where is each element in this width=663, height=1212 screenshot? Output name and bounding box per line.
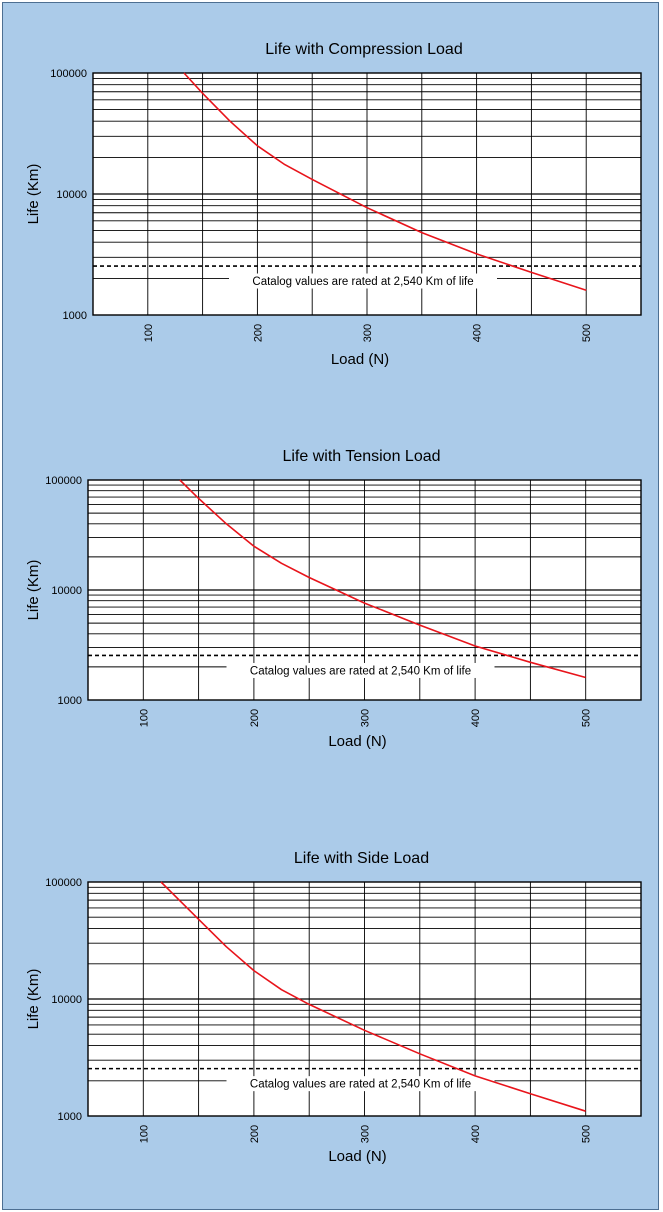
chart-1: Catalog values are rated at 2,540 Km of … <box>25 41 642 368</box>
annotation-background <box>226 662 495 678</box>
x-axis-title: Load (N) <box>331 351 389 368</box>
x-tick-label: 200 <box>252 324 264 342</box>
series-line-1 <box>160 881 586 1112</box>
annotation-background <box>229 273 497 289</box>
y-tick-label: 100000 <box>45 475 82 487</box>
y-tick-label: 100000 <box>50 68 87 80</box>
plot-frame <box>87 479 642 701</box>
y-tick-label: 1000 <box>58 1111 82 1123</box>
y-tick-label: 1000 <box>58 695 82 707</box>
plot-frame <box>87 881 642 1117</box>
chart-title: Life with Tension Load <box>282 448 440 465</box>
y-tick-label: 10000 <box>56 189 87 201</box>
series-line-1 <box>179 479 586 679</box>
x-tick-label: 500 <box>581 324 593 342</box>
x-tick-label: 200 <box>249 709 261 727</box>
series-line-1 <box>183 72 587 292</box>
x-tick-label: 500 <box>581 1125 593 1143</box>
chart-2: Catalog values are rated at 2,540 Km of … <box>25 448 642 750</box>
x-tick-label: 300 <box>362 324 374 342</box>
x-axis-title: Load (N) <box>328 733 386 750</box>
y-axis-title: Life (Km) <box>25 969 42 1030</box>
annotation-text: Catalog values are rated at 2,540 Km of … <box>252 276 473 288</box>
annotation-background <box>226 1076 495 1092</box>
chart-title: Life with Side Load <box>294 850 429 867</box>
x-tick-label: 400 <box>470 709 482 727</box>
y-axis-title: Life (Km) <box>25 164 42 225</box>
y-tick-label: 10000 <box>51 585 82 597</box>
y-tick-label: 1000 <box>63 310 87 322</box>
x-tick-label: 400 <box>470 1125 482 1143</box>
x-tick-label: 200 <box>249 1125 261 1143</box>
annotation-text: Catalog values are rated at 2,540 Km of … <box>250 665 471 677</box>
chart-title: Life with Compression Load <box>265 41 462 58</box>
y-tick-label: 10000 <box>51 994 82 1006</box>
chart-3: Catalog values are rated at 2,540 Km of … <box>25 850 642 1165</box>
x-tick-label: 400 <box>472 324 484 342</box>
x-tick-label: 100 <box>138 1125 150 1143</box>
annotation-text: Catalog values are rated at 2,540 Km of … <box>250 1079 471 1091</box>
x-tick-label: 300 <box>360 1125 372 1143</box>
y-tick-label: 100000 <box>45 877 82 889</box>
x-tick-label: 100 <box>143 324 155 342</box>
y-axis-title: Life (Km) <box>25 560 42 621</box>
x-tick-label: 500 <box>581 709 593 727</box>
x-tick-label: 300 <box>360 709 372 727</box>
plot-frame <box>92 72 642 316</box>
x-tick-label: 100 <box>138 709 150 727</box>
x-axis-title: Load (N) <box>328 1148 386 1165</box>
